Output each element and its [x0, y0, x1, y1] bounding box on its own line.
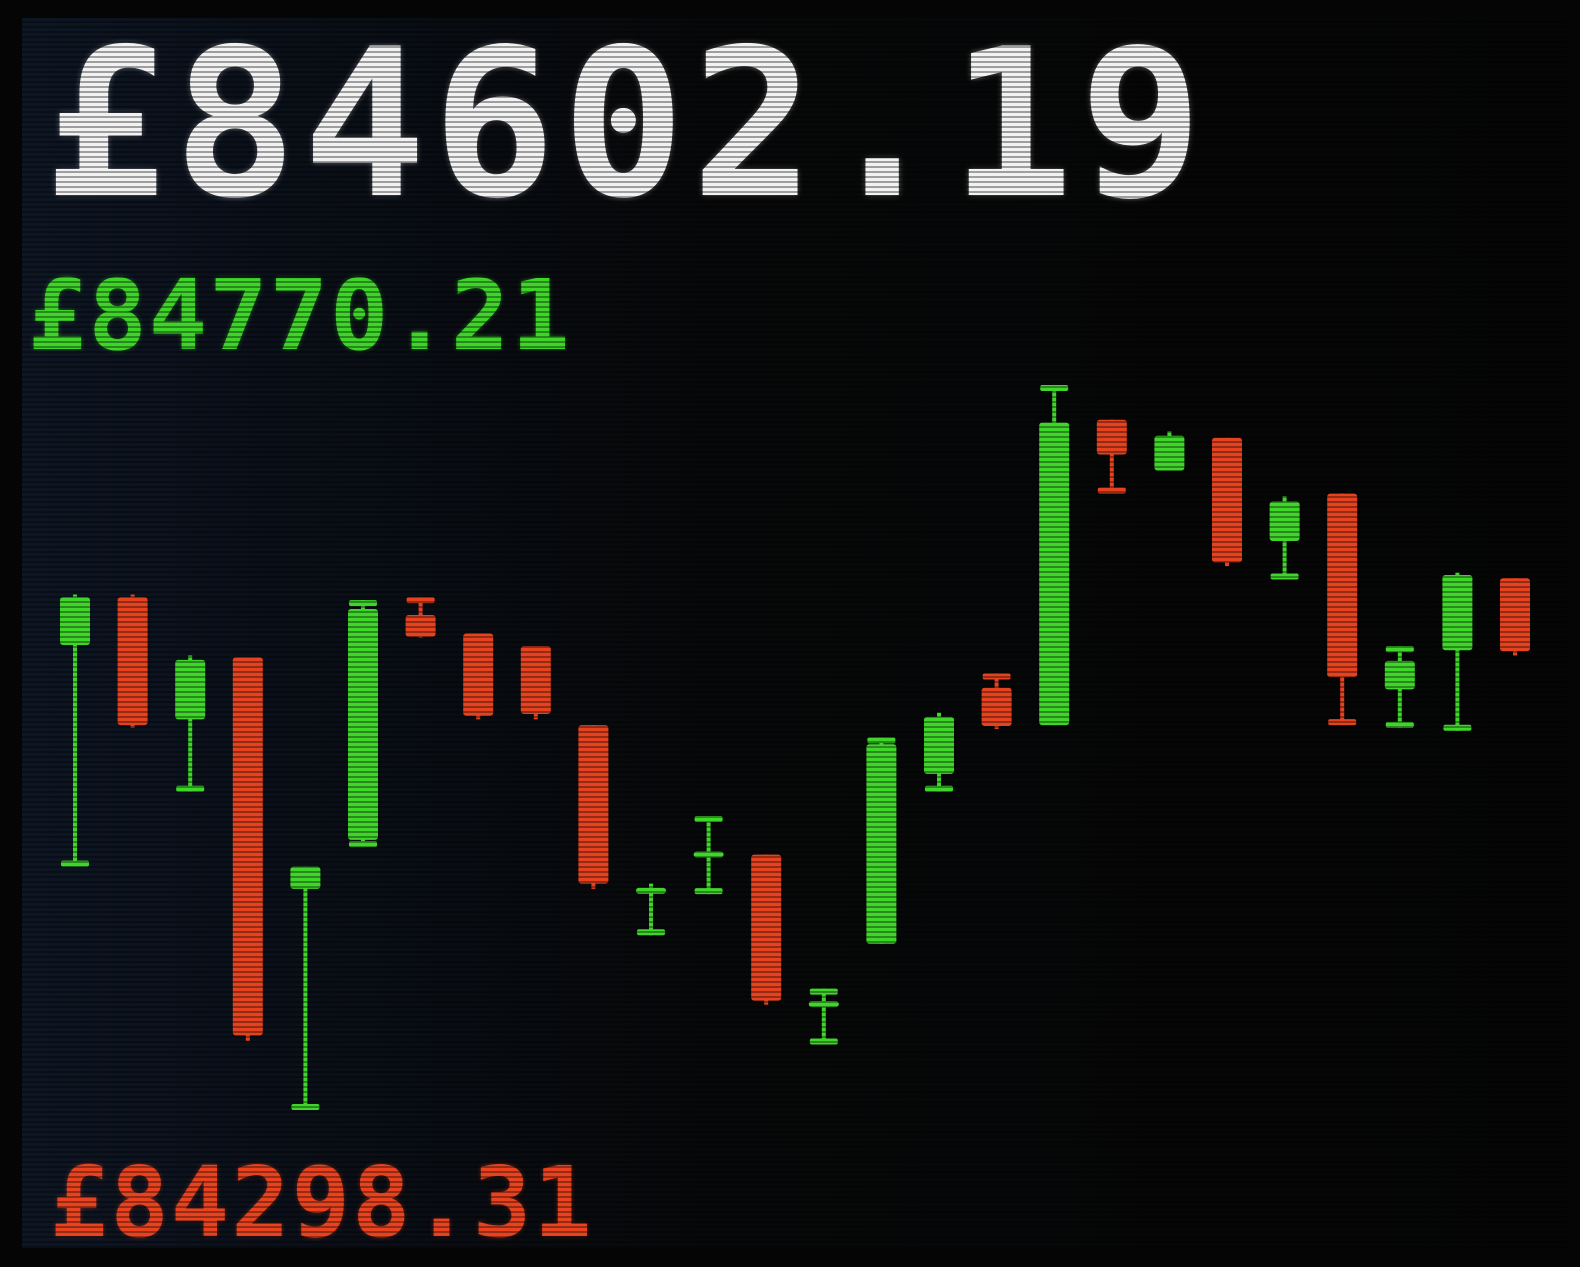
candle-body	[1154, 435, 1185, 471]
candle-15	[866, 737, 897, 944]
candle-low-cap	[694, 888, 723, 895]
candle-25	[1442, 572, 1473, 731]
candle-19	[1096, 419, 1127, 494]
candle-body	[1096, 419, 1127, 455]
candle-18	[1039, 385, 1070, 726]
candle-13	[751, 854, 782, 1005]
candle-body	[520, 646, 551, 714]
candle-12	[693, 815, 724, 895]
candle-body	[175, 659, 206, 720]
candle-low-cap	[1270, 573, 1299, 580]
candle-wick	[1455, 572, 1460, 731]
candle-5	[290, 866, 321, 1111]
candle-9	[520, 646, 551, 720]
candle-low-cap	[637, 929, 665, 936]
candle-4	[232, 657, 263, 1041]
candle-low-cap	[176, 785, 205, 792]
candle-wick	[188, 655, 193, 792]
candle-high-cap	[867, 737, 896, 744]
candle-body	[1212, 437, 1242, 563]
current-price: £84602.19	[44, 6, 1209, 244]
candle-3	[175, 655, 206, 792]
candle-body	[981, 687, 1012, 727]
candle-body	[1500, 578, 1530, 652]
candle-body	[232, 657, 263, 1036]
candle-low-cap	[349, 841, 377, 848]
candle-body	[348, 608, 378, 840]
candle-wick	[821, 988, 826, 1045]
candle-11	[636, 883, 666, 936]
candle-7	[405, 597, 436, 638]
candle-low-cap	[61, 860, 89, 867]
candle-low-cap	[1097, 487, 1126, 494]
candle-low-cap	[1443, 724, 1472, 731]
candle-14	[808, 988, 839, 1045]
candle-high-cap	[349, 600, 377, 607]
candle-1	[60, 594, 90, 867]
candle-16	[924, 712, 954, 792]
candle-body	[578, 725, 609, 884]
candle-wick	[649, 883, 653, 936]
candle-8	[463, 633, 494, 720]
candle-body	[1384, 660, 1415, 690]
candle-body	[463, 633, 494, 716]
chart-low-label: £84298.31	[50, 1146, 594, 1259]
candle-low-cap	[291, 1104, 320, 1111]
candle-wick	[1109, 419, 1114, 494]
candle-high-cap	[694, 815, 723, 822]
candle-body	[60, 597, 90, 645]
candle-high-cap	[809, 988, 838, 995]
candle-body	[1327, 493, 1358, 678]
candle-body	[1442, 575, 1473, 651]
candle-body	[405, 614, 436, 637]
candle-wick	[73, 594, 77, 867]
chart-high-label: £84770.21	[28, 259, 572, 372]
candle-body	[751, 854, 782, 1001]
candle-26	[1500, 578, 1530, 656]
candle-high-cap	[1040, 385, 1069, 392]
candle-body	[1039, 422, 1070, 726]
candle-high-cap	[406, 597, 435, 604]
candle-21	[1212, 437, 1242, 567]
candle-body	[924, 716, 954, 774]
candle-17	[981, 673, 1012, 730]
candle-23	[1327, 493, 1358, 726]
candle-low-cap	[1385, 721, 1414, 728]
candle-body	[866, 744, 897, 944]
candle-wick	[303, 866, 308, 1111]
candle-body	[636, 887, 666, 894]
candle-body	[117, 597, 148, 726]
candle-6	[348, 600, 378, 848]
candle-high-cap	[982, 673, 1011, 680]
candle-low-cap	[1328, 719, 1357, 726]
candle-low-cap	[925, 785, 953, 792]
candle-body	[808, 1001, 839, 1008]
candle-body	[1269, 501, 1300, 541]
candle-2	[117, 594, 148, 728]
candle-low-cap	[809, 1038, 838, 1045]
candle-body	[290, 866, 321, 889]
candle-body	[693, 851, 724, 858]
candle-24	[1384, 646, 1415, 728]
candle-10	[578, 725, 609, 889]
candle-high-cap	[1385, 646, 1414, 653]
candle-20	[1154, 431, 1185, 471]
screen-backlight	[22, 18, 1567, 1248]
candle-22	[1269, 496, 1300, 580]
